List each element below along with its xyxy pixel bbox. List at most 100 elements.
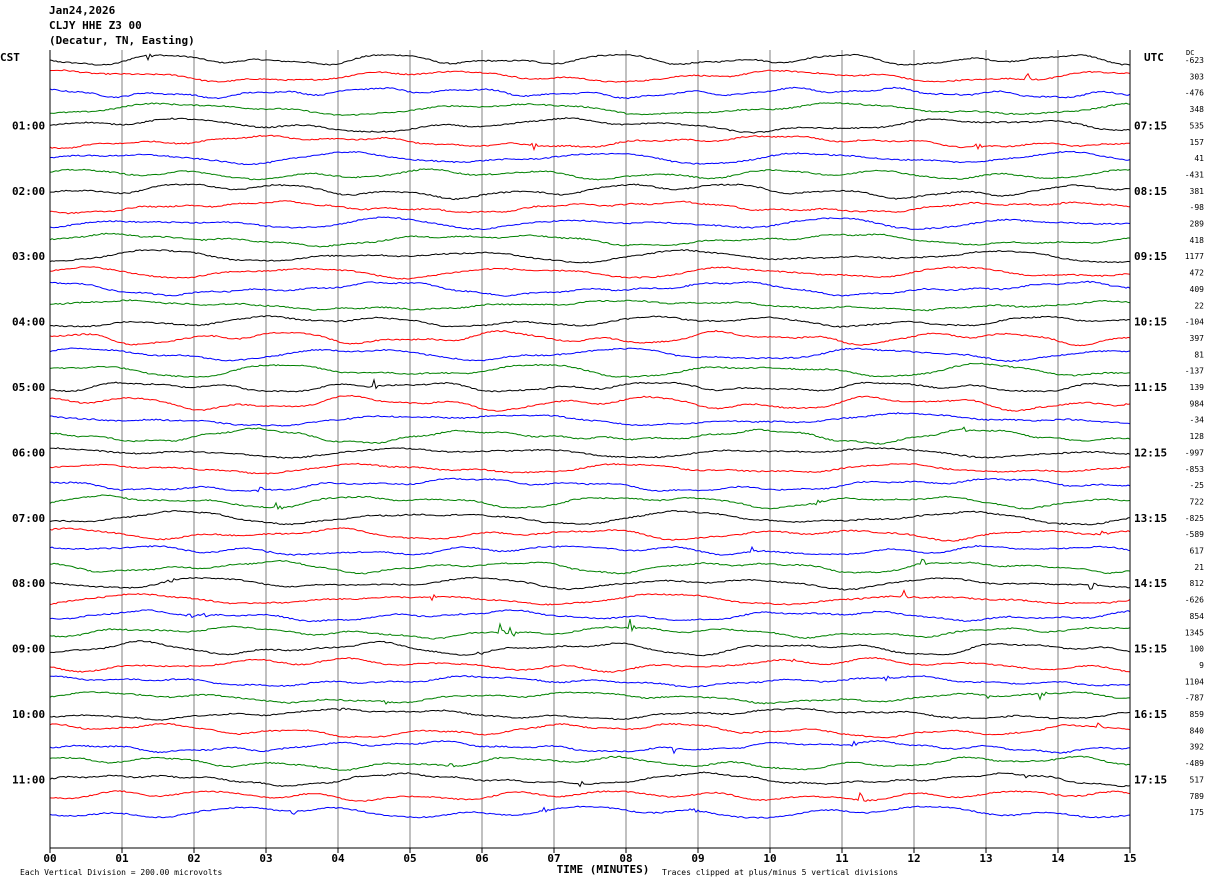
axes	[49, 50, 1131, 853]
dc-offset-label: 128	[1190, 432, 1205, 441]
left-hour-label: 02:00	[12, 185, 45, 198]
axis-labels: 00 01 02 03 04 05 06 07 08 09 10 11 12 13 14 15 CST UTC DC…	[0, 49, 1204, 877]
dc-offset-label: 1104	[1185, 677, 1204, 686]
dc-offset-label: 139	[1190, 383, 1205, 392]
dc-offset-label: -853	[1185, 465, 1204, 474]
x-tick-label-11: 11	[835, 852, 849, 865]
trace-row-29	[49, 527, 1131, 542]
trace-row-20	[49, 377, 1131, 393]
x-tick-label-14: 14	[1051, 852, 1065, 865]
x-axis-title: TIME (MINUTES)	[557, 863, 650, 876]
dc-offset-label: 100	[1190, 645, 1205, 654]
trace-row-7	[50, 168, 1131, 181]
trace-row-37	[49, 656, 1131, 673]
trace-row-42	[49, 739, 1131, 755]
left-hour-label: 03:00	[12, 250, 45, 263]
x-tick-label-9: 09	[691, 852, 704, 865]
right-hour-label: 10:15	[1134, 316, 1167, 329]
right-hour-label: 09:15	[1134, 250, 1167, 263]
dc-offset-label: 535	[1190, 121, 1205, 130]
trace-row-3	[50, 102, 1131, 116]
dc-offset-label: 854	[1190, 612, 1205, 621]
dc-offset-label: 840	[1190, 726, 1205, 735]
dc-offset-label: 984	[1190, 399, 1205, 408]
left-hour-label: 10:00	[12, 708, 45, 721]
dc-offset-label: 812	[1190, 579, 1205, 588]
left-hour-label: 06:00	[12, 446, 45, 459]
right-hour-label: 11:15	[1134, 381, 1167, 394]
scale-note: Each Vertical Division = 200.00 microvol…	[20, 868, 222, 877]
dc-offset-label: 81	[1194, 350, 1204, 359]
trace-row-26	[49, 477, 1131, 493]
dc-offset-label: 472	[1190, 269, 1205, 278]
dc-offset-label: 157	[1190, 138, 1205, 147]
dc-offset-label: 303	[1190, 72, 1205, 81]
dc-offset-label: -98	[1190, 203, 1205, 212]
left-hour-label: 08:00	[12, 577, 45, 590]
x-tick-label-15: 15	[1123, 852, 1136, 865]
x-tick-label-8: 08	[619, 852, 632, 865]
x-tick-label-1: 01	[115, 852, 129, 865]
dc-offset-label: 1345	[1185, 628, 1204, 637]
x-tick-label-3: 03	[259, 852, 272, 865]
trace-row-23	[49, 426, 1131, 445]
dc-offset-label: -589	[1185, 530, 1204, 539]
dc-offset-label: 397	[1190, 334, 1205, 343]
x-tick-label-5: 05	[403, 852, 416, 865]
left-hour-label: 04:00	[12, 316, 45, 329]
trace-row-40	[49, 707, 1131, 721]
x-tick-label-4: 04	[331, 852, 345, 865]
trace-row-39	[49, 691, 1130, 705]
trace-row-31	[50, 558, 1131, 575]
trace-row-35	[49, 618, 1131, 640]
dc-offset-label: -431	[1185, 170, 1204, 179]
dc-offset-label: -623	[1185, 56, 1204, 65]
trace-row-32	[49, 576, 1131, 591]
trace-row-21	[49, 394, 1131, 412]
dc-offset-label: -626	[1185, 596, 1204, 605]
trace-row-14	[49, 280, 1131, 297]
trace-row-28	[49, 509, 1131, 526]
dc-offset-label: -787	[1185, 694, 1204, 703]
grid-lines	[121, 50, 1059, 848]
right-hour-label: 07:15	[1134, 119, 1167, 132]
trace-row-45	[49, 790, 1131, 802]
right-hour-label: 08:15	[1134, 185, 1167, 198]
trace-row-17	[49, 329, 1131, 347]
trace-row-33	[49, 589, 1131, 606]
trace-row-25	[49, 462, 1131, 475]
trace-row-4	[49, 117, 1131, 134]
dc-offset-label: 22	[1194, 301, 1204, 310]
trace-row-6	[49, 150, 1131, 166]
dc-offset-label: 517	[1190, 775, 1205, 784]
dc-offset-label: 392	[1190, 743, 1205, 752]
dc-offset-label: -825	[1185, 514, 1204, 523]
trace-row-38	[49, 675, 1131, 688]
dc-offset-label: 859	[1190, 710, 1205, 719]
dc-offset-label: 41	[1194, 154, 1204, 163]
dc-offset-label: 789	[1190, 792, 1205, 801]
trace-row-9	[49, 200, 1131, 215]
chart-date: Jan24,2026	[49, 4, 116, 17]
x-tick-label-0: 00	[43, 852, 56, 865]
seismic-traces	[49, 53, 1131, 819]
trace-row-44	[49, 771, 1131, 788]
dc-header-label: DC	[1186, 49, 1194, 57]
right-timezone-label: UTC	[1144, 51, 1164, 64]
left-hour-label: 11:00	[12, 773, 45, 786]
x-tick-label-10: 10	[763, 852, 776, 865]
chart-station: CLJY HHE Z3 00	[49, 19, 142, 32]
trace-row-12	[49, 249, 1131, 264]
dc-offset-label: 617	[1190, 547, 1205, 556]
dc-offset-label: -25	[1190, 481, 1205, 490]
dc-offset-label: 175	[1190, 808, 1205, 817]
trace-row-46	[49, 805, 1131, 819]
right-hour-label: 16:15	[1134, 708, 1167, 721]
trace-row-43	[49, 755, 1131, 771]
trace-row-15	[49, 299, 1131, 312]
trace-row-16	[49, 315, 1131, 328]
dc-offset-label: -489	[1185, 759, 1204, 768]
trace-row-34	[49, 609, 1131, 623]
left-hour-label: 01:00	[12, 119, 45, 132]
trace-row-13	[49, 266, 1131, 280]
